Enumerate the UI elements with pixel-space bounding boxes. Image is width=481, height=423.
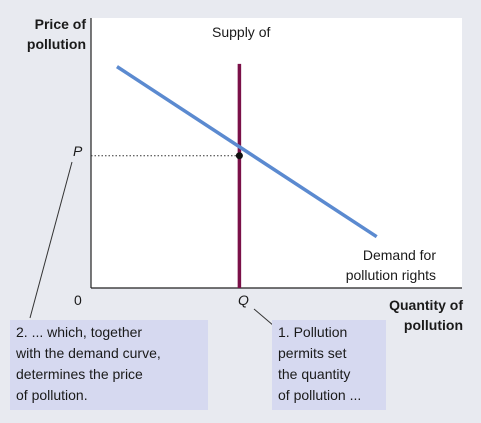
callout-quantity: 1. Pollution permits set the quantity of… <box>272 320 386 410</box>
callout-quantity-line1: 1. Pollution <box>278 324 348 340</box>
equilibrium-point <box>235 152 243 160</box>
x-axis-label: Quantity of pollution <box>389 297 463 333</box>
callout-quantity-line4: of pollution ... <box>278 387 362 403</box>
callout-price-leader <box>29 161 73 319</box>
demand-label: Demand for pollution rights <box>326 245 436 285</box>
callout-quantity-leader <box>253 308 275 327</box>
callout-price-line3: determines the price <box>16 366 143 382</box>
callout-price-line2: with the demand curve, <box>16 345 161 361</box>
callout-price-line4: of pollution. <box>16 387 88 403</box>
callout-price: 2. ... which, together with the demand c… <box>10 320 208 410</box>
supply-label: Supply of <box>212 24 271 40</box>
plot-area <box>91 18 462 288</box>
callout-price-line1: 2. ... which, together <box>16 324 143 340</box>
demand-label-line2: pollution rights <box>345 267 436 283</box>
y-tick-p: P <box>73 143 83 159</box>
callout-quantity-line2: permits set <box>278 345 347 361</box>
demand-label-line1: Demand for <box>362 247 436 263</box>
x-tick-q: Q <box>238 292 249 308</box>
origin-label: 0 <box>74 292 82 308</box>
y-axis-label: Price of pollution <box>26 16 86 52</box>
callout-quantity-line3: the quantity <box>278 366 351 382</box>
demand-line <box>116 65 378 239</box>
